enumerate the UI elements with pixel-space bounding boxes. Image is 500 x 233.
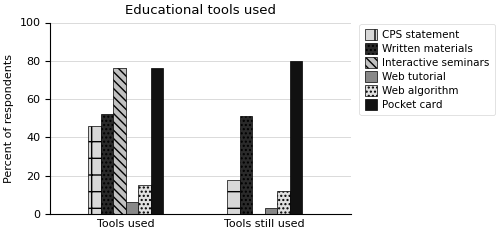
Bar [100,114,113,214]
Bar [150,69,163,214]
Bar [88,126,101,214]
Legend: CPS statement, Written materials, Interactive seminars, Web tutorial, Web algori: CPS statement, Written materials, Intera… [360,24,495,115]
Bar [138,185,150,214]
Bar [113,69,126,214]
Bar [290,61,302,214]
Y-axis label: Percent of respondents: Percent of respondents [4,54,14,183]
Title: Educational tools used: Educational tools used [126,4,276,17]
Bar [126,202,138,214]
Bar [277,191,289,214]
Bar [240,116,252,214]
Bar [264,208,277,214]
Bar [227,179,239,214]
